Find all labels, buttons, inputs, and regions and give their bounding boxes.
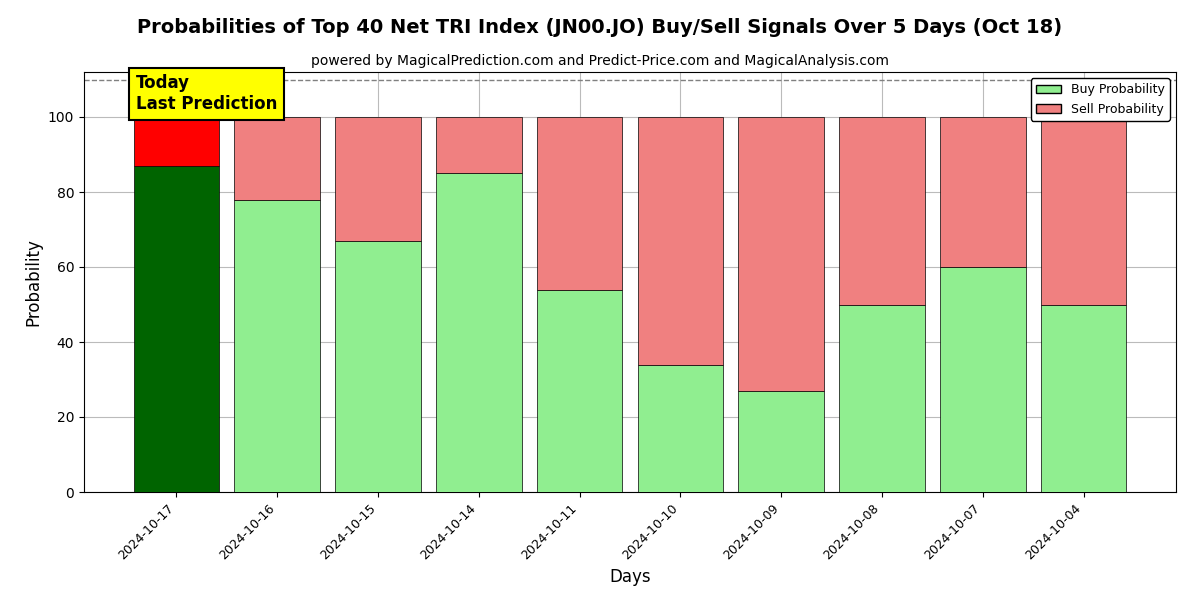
Y-axis label: Probability: Probability xyxy=(24,238,42,326)
Bar xyxy=(133,166,220,492)
Bar xyxy=(738,117,824,391)
Bar xyxy=(234,199,320,492)
Bar xyxy=(536,117,623,289)
X-axis label: Days: Days xyxy=(610,568,650,586)
Text: Probabilities of Top 40 Net TRI Index (JN00.JO) Buy/Sell Signals Over 5 Days (Oc: Probabilities of Top 40 Net TRI Index (J… xyxy=(138,18,1062,37)
Bar xyxy=(940,117,1026,267)
Bar xyxy=(536,289,623,492)
Bar xyxy=(839,304,925,492)
Bar xyxy=(436,117,522,173)
Bar xyxy=(637,117,724,364)
Bar xyxy=(234,117,320,199)
Bar xyxy=(839,117,925,304)
Bar xyxy=(738,391,824,492)
Bar xyxy=(637,364,724,492)
Bar xyxy=(133,79,220,117)
Bar xyxy=(1040,117,1127,304)
Bar xyxy=(436,173,522,492)
Legend: Buy Probability, Sell Probability: Buy Probability, Sell Probability xyxy=(1031,78,1170,121)
Bar xyxy=(133,117,220,166)
Bar xyxy=(1040,304,1127,492)
Bar xyxy=(335,241,421,492)
Text: powered by MagicalPrediction.com and Predict-Price.com and MagicalAnalysis.com: powered by MagicalPrediction.com and Pre… xyxy=(311,54,889,68)
Bar xyxy=(940,267,1026,492)
Bar xyxy=(335,117,421,241)
Text: Today
Last Prediction: Today Last Prediction xyxy=(136,74,277,113)
